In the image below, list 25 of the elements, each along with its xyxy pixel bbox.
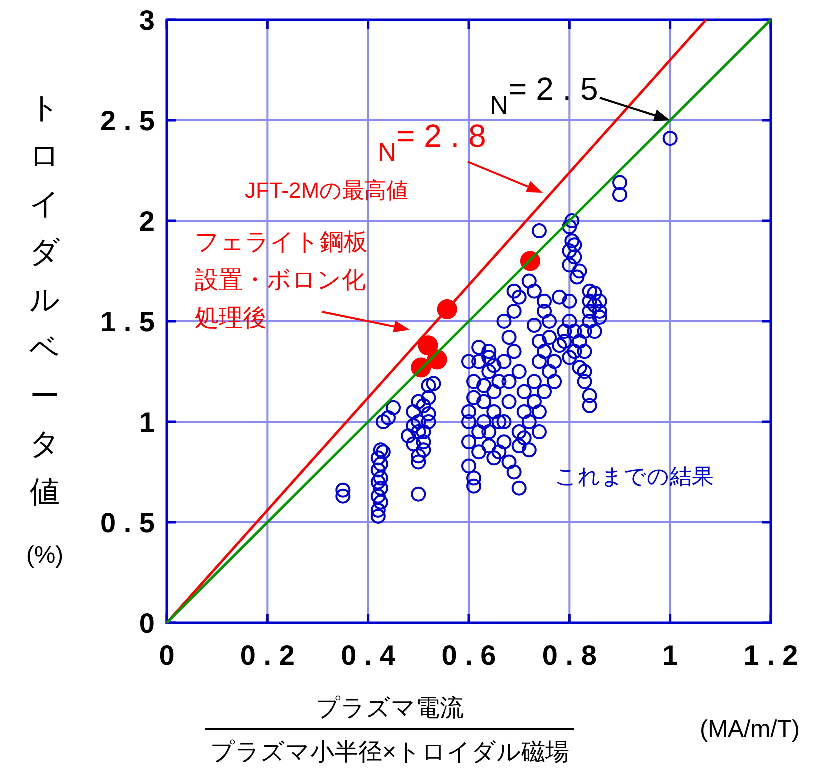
annotation: $_{N}$= 2 . 8 — [378, 118, 486, 167]
annotation: $_{N}$= 2 . 5 — [490, 71, 598, 120]
y-tick-label: 2 — [139, 206, 155, 237]
text: プラズマ小半径×トロイダル磁場 — [210, 739, 570, 766]
annotation: フェライト鋼板 — [195, 229, 368, 256]
x-tick-label: 0 . 2 — [240, 640, 295, 671]
y-tick-label: 3 — [139, 5, 155, 36]
y-tick-label: 1 . 5 — [100, 306, 155, 338]
x-tick-label: 1 — [662, 640, 678, 671]
annotation: 設置・ボロン化 — [195, 267, 366, 294]
x-tick-label: 0 . 6 — [442, 640, 496, 671]
y-tick-label: 0 . 5 — [100, 508, 155, 538]
x-tick-label: 0 — [159, 640, 175, 671]
text: (MA/m/T) — [700, 716, 800, 743]
annotation: 処理後 — [195, 305, 267, 332]
annotation: これまでの結果 — [555, 464, 714, 489]
x-tick-label: 1 . 2 — [744, 640, 798, 671]
x-tick-label: 0 . 8 — [542, 640, 597, 671]
x-tick-label: 0 . 4 — [341, 640, 396, 671]
annotation: JFT-2Mの最高値 — [245, 178, 409, 203]
y-tick-label: 2 . 5 — [100, 106, 155, 136]
y-tick-label: 1 — [139, 407, 155, 438]
x-axis-title: プラズマ電流 — [316, 695, 464, 722]
ylabel: トロイダルベータ値(%) — [26, 92, 64, 569]
y-tick-label: 0 — [139, 608, 155, 639]
